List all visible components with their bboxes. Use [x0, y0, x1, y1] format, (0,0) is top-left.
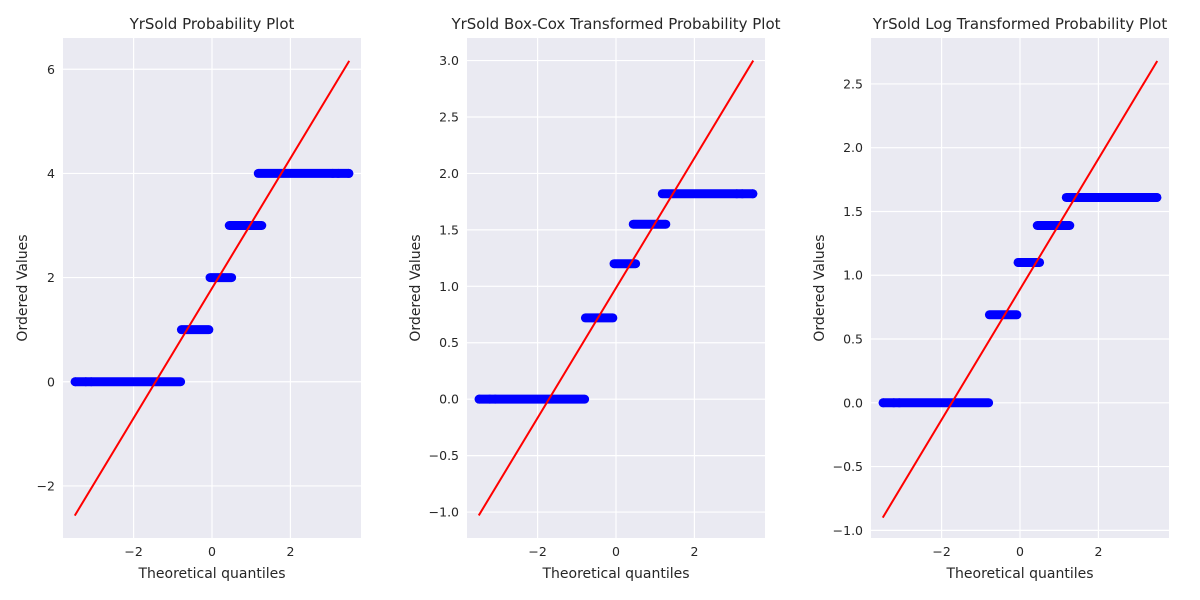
y-tick-label: 0.5 — [439, 335, 459, 350]
data-point — [878, 398, 888, 408]
data-point — [70, 377, 80, 387]
y-tick-label: 1.0 — [843, 268, 863, 283]
x-tick-label: −2 — [932, 544, 950, 559]
data-point — [894, 398, 904, 408]
y-tick-label: 2.0 — [439, 166, 459, 181]
chart-panel-3: −1.0 −0.5 0.0 0.5 1.0 1.5 2.0 2.5 −2 0 2 YrSold Log… — [812, 15, 1169, 582]
x-tick-label: 2 — [286, 544, 294, 559]
y-tick-label: 0 — [47, 374, 55, 389]
data-marks — [70, 60, 354, 517]
x-tick-label: 2 — [690, 544, 698, 559]
x-tick-label: 0 — [612, 544, 620, 559]
x-tick-label: −2 — [528, 544, 546, 559]
y-axis-label: Ordered Values — [15, 234, 31, 341]
y-tick-label: −0.5 — [429, 448, 459, 463]
chart-title: YrSold Log Transformed Probability Plot — [872, 15, 1168, 33]
data-marks — [474, 60, 758, 516]
x-tick-label: −2 — [124, 544, 142, 559]
data-point — [1141, 192, 1151, 202]
data-point — [490, 394, 500, 404]
x-tick-label: 0 — [1016, 544, 1024, 559]
y-tick-label: 0.5 — [843, 332, 863, 347]
chart-panel-1: −2 0 2 4 6 −2 0 2 YrSold Probability Plot Theoret… — [15, 15, 361, 582]
y-tick-label: 0.0 — [843, 395, 863, 410]
y-axis-label: Ordered Values — [812, 234, 828, 341]
x-tick-label: 0 — [208, 544, 216, 559]
data-point — [474, 394, 484, 404]
data-point — [333, 168, 343, 178]
chart-title: YrSold Probability Plot — [129, 15, 295, 33]
y-tick-label: −2 — [37, 478, 55, 493]
y-tick-label: 4 — [47, 166, 55, 181]
y-tick-label: −0.5 — [833, 459, 863, 474]
data-marks — [878, 60, 1162, 519]
fit-line — [881, 60, 1159, 519]
y-axis-label: Ordered Values — [408, 234, 424, 341]
data-point — [737, 189, 747, 199]
data-point — [1152, 192, 1162, 202]
x-axis-label: Theoretical quantiles — [945, 566, 1093, 582]
x-axis-label: Theoretical quantiles — [137, 566, 285, 582]
data-point — [748, 189, 758, 199]
y-tick-label: 2.5 — [843, 76, 863, 91]
chart-panel-2: −1.0 −0.5 0.0 0.5 1.0 1.5 2.0 2.5 3.0 −2 0 2 YrSold … — [408, 15, 781, 582]
y-tick-label: −1.0 — [429, 505, 459, 520]
fit-line — [477, 60, 755, 516]
y-tick-label: 1.0 — [439, 279, 459, 294]
y-tick-label: 1.5 — [439, 222, 459, 237]
chart-title: YrSold Box-Cox Transformed Probability P… — [450, 15, 780, 33]
y-tick-label: 1.5 — [843, 204, 863, 219]
y-tick-label: 3.0 — [439, 53, 459, 68]
fit-line — [73, 60, 351, 517]
y-tick-label: 6 — [47, 62, 55, 77]
x-tick-label: 2 — [1094, 544, 1102, 559]
y-tick-label: −1.0 — [833, 523, 863, 538]
data-point — [344, 168, 354, 178]
x-axis-label: Theoretical quantiles — [541, 566, 689, 582]
y-tick-label: 2.5 — [439, 110, 459, 125]
y-tick-label: 2 — [47, 270, 55, 285]
data-point — [86, 377, 96, 387]
y-tick-label: 0.0 — [439, 392, 459, 407]
y-tick-label: 2.0 — [843, 140, 863, 155]
